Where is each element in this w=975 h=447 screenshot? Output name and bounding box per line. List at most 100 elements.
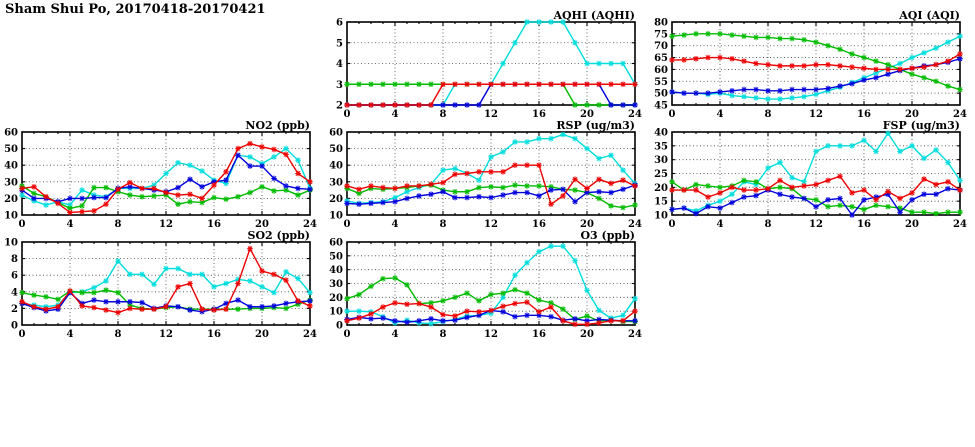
svg-text:30: 30 <box>654 155 668 166</box>
svg-text:4: 4 <box>392 219 399 230</box>
svg-text:10: 10 <box>329 211 343 222</box>
chart-aqi: 45 50 55 60 65 70 75 80 0 4 8 12 16 20 24 AQI (AQI) <box>642 9 972 131</box>
fsp-plot: 10 15 20 25 30 35 40 0 4 8 12 16 20 24 FSP (ug/m3) <box>654 119 967 230</box>
svg-text:20: 20 <box>654 183 668 194</box>
svg-text:80: 80 <box>654 18 668 29</box>
svg-text:30: 30 <box>4 177 18 188</box>
chart-no2: 10 20 30 40 50 60 0 4 8 12 16 20 24 NO2 (ppb) <box>0 119 322 241</box>
svg-text:16: 16 <box>532 219 546 230</box>
svg-text:0: 0 <box>336 321 343 332</box>
svg-text:45: 45 <box>654 101 668 112</box>
svg-text:4: 4 <box>67 219 74 230</box>
svg-text:8: 8 <box>440 109 447 120</box>
svg-text:10: 10 <box>329 307 343 318</box>
svg-text:12: 12 <box>809 219 823 230</box>
svg-text:O3 (ppb): O3 (ppb) <box>580 229 635 242</box>
svg-text:12: 12 <box>159 329 173 340</box>
svg-text:75: 75 <box>654 29 668 40</box>
svg-text:20: 20 <box>329 293 343 304</box>
svg-text:24: 24 <box>953 219 967 230</box>
svg-text:25: 25 <box>654 169 668 180</box>
svg-text:4: 4 <box>11 287 18 298</box>
svg-text:20: 20 <box>580 329 594 340</box>
svg-text:16: 16 <box>857 109 871 120</box>
svg-text:12: 12 <box>159 219 173 230</box>
svg-text:40: 40 <box>4 161 18 172</box>
svg-text:AQHI (AQHI): AQHI (AQHI) <box>552 9 635 22</box>
svg-text:40: 40 <box>329 265 343 276</box>
svg-text:4: 4 <box>336 59 343 70</box>
svg-text:4: 4 <box>67 329 74 340</box>
svg-text:NO2 (ppb): NO2 (ppb) <box>245 119 310 132</box>
svg-text:40: 40 <box>654 128 668 139</box>
svg-text:2: 2 <box>336 101 343 112</box>
svg-text:8: 8 <box>115 329 122 340</box>
svg-text:60: 60 <box>329 128 343 139</box>
svg-text:20: 20 <box>905 109 919 120</box>
svg-text:SO2 (ppb): SO2 (ppb) <box>248 229 311 242</box>
svg-text:12: 12 <box>484 329 498 340</box>
chart-rsp: 10 20 30 40 50 60 0 4 8 12 16 20 24 RSP (ug/m3) <box>317 119 647 241</box>
svg-text:20: 20 <box>580 219 594 230</box>
svg-text:20: 20 <box>4 194 18 205</box>
page-title: Sham Shui Po, 20170418-20170421 <box>5 2 266 17</box>
svg-text:70: 70 <box>654 41 668 52</box>
svg-text:6: 6 <box>336 18 343 29</box>
svg-text:24: 24 <box>303 329 317 340</box>
chart-o3: 0 10 20 30 40 50 60 0 4 8 12 16 20 24 O3 (ppb) <box>317 229 647 351</box>
svg-text:16: 16 <box>207 329 221 340</box>
svg-text:0: 0 <box>344 219 351 230</box>
svg-text:2: 2 <box>11 304 18 315</box>
svg-text:0: 0 <box>344 109 351 120</box>
svg-text:20: 20 <box>255 219 269 230</box>
rsp-plot: 10 20 30 40 50 60 0 4 8 12 16 20 24 RSP (ug/m3) <box>329 119 642 230</box>
svg-text:12: 12 <box>809 109 823 120</box>
svg-text:24: 24 <box>303 219 317 230</box>
svg-text:55: 55 <box>654 77 668 88</box>
svg-text:50: 50 <box>654 89 668 100</box>
svg-text:0: 0 <box>669 219 676 230</box>
svg-text:50: 50 <box>4 144 18 155</box>
svg-text:16: 16 <box>857 219 871 230</box>
svg-text:16: 16 <box>532 109 546 120</box>
svg-text:16: 16 <box>207 219 221 230</box>
svg-text:24: 24 <box>628 219 642 230</box>
chart-aqhi: 2 3 4 5 6 0 4 8 12 16 20 24 AQHI (AQHI) <box>317 9 647 131</box>
svg-text:0: 0 <box>19 329 26 340</box>
svg-text:40: 40 <box>329 161 343 172</box>
svg-text:0: 0 <box>669 109 676 120</box>
chart-so2: 0 2 4 6 8 10 0 4 8 12 16 20 24 SO2 (ppb) <box>0 229 322 351</box>
svg-text:24: 24 <box>953 109 967 120</box>
svg-text:30: 30 <box>329 279 343 290</box>
svg-text:20: 20 <box>329 194 343 205</box>
svg-text:8: 8 <box>11 254 18 265</box>
svg-text:3: 3 <box>336 80 343 91</box>
svg-text:65: 65 <box>654 53 668 64</box>
svg-text:RSP (ug/m3): RSP (ug/m3) <box>556 119 635 132</box>
svg-text:4: 4 <box>717 109 724 120</box>
svg-text:0: 0 <box>11 321 18 332</box>
svg-text:35: 35 <box>654 141 668 152</box>
no2-plot: 10 20 30 40 50 60 0 4 8 12 16 20 24 NO2 (ppb) <box>4 119 317 230</box>
svg-text:50: 50 <box>329 251 343 262</box>
svg-text:16: 16 <box>532 329 546 340</box>
svg-text:5: 5 <box>336 38 343 49</box>
svg-text:FSP (ug/m3): FSP (ug/m3) <box>883 119 960 132</box>
aqhi-plot: 2 3 4 5 6 0 4 8 12 16 20 24 AQHI (AQHI) <box>336 9 642 120</box>
svg-text:60: 60 <box>654 65 668 76</box>
svg-text:8: 8 <box>440 219 447 230</box>
svg-text:50: 50 <box>329 144 343 155</box>
svg-text:12: 12 <box>484 219 498 230</box>
svg-text:8: 8 <box>115 219 122 230</box>
svg-text:0: 0 <box>344 329 351 340</box>
svg-text:20: 20 <box>255 329 269 340</box>
svg-text:15: 15 <box>654 197 668 208</box>
svg-text:10: 10 <box>654 211 668 222</box>
chart-fsp: 10 15 20 25 30 35 40 0 4 8 12 16 20 24 FSP (ug/m3) <box>642 119 972 241</box>
svg-text:10: 10 <box>4 211 18 222</box>
svg-text:8: 8 <box>765 219 772 230</box>
